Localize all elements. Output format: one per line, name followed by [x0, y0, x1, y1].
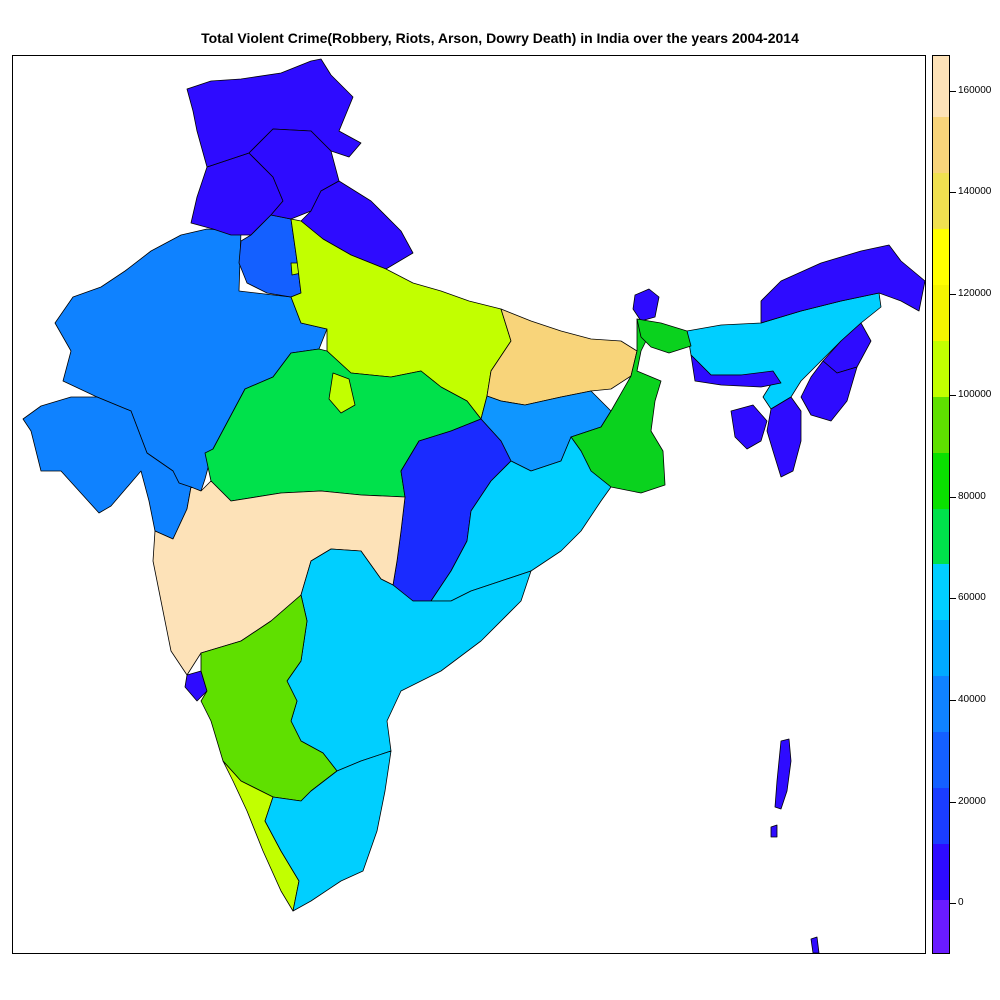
legend-band	[933, 899, 949, 953]
legend-band	[933, 563, 949, 621]
state-west-bengal-north	[636, 318, 692, 354]
state-arunachal	[760, 244, 925, 324]
legend-tick-label: 0	[958, 897, 964, 909]
state-karnataka	[200, 594, 338, 802]
state-sikkim	[632, 288, 660, 322]
state-nicobar	[810, 936, 820, 953]
legend-band	[933, 116, 949, 174]
region-patch	[328, 372, 356, 414]
legend-tick-label: 60000	[958, 592, 986, 604]
legend-tick-label: 100000	[958, 389, 992, 401]
india-map	[22, 58, 925, 953]
legend-tick	[950, 903, 956, 905]
state-odisha	[430, 436, 612, 602]
state-andaman	[774, 738, 792, 810]
state-jammu-kashmir	[186, 58, 362, 168]
legend-band	[933, 396, 949, 453]
state-gujarat	[22, 396, 192, 540]
state-tripura	[730, 404, 768, 450]
state-manipur	[800, 360, 858, 422]
legend-tick-label: 120000	[958, 287, 992, 299]
map-title: Total Violent Crime(Robbery, Riots, Arso…	[201, 30, 799, 46]
legend-tick	[950, 395, 956, 397]
legend-tick	[950, 293, 956, 295]
state-mizoram	[766, 396, 802, 478]
legend-band	[933, 508, 949, 565]
legend-tick-label: 40000	[958, 694, 986, 706]
legend-band	[933, 340, 949, 397]
state-bihar	[486, 308, 638, 406]
legend-tick	[950, 90, 956, 92]
legend-tick	[950, 801, 956, 803]
legend-band	[933, 284, 949, 341]
state-goa	[184, 670, 208, 702]
state-andaman-south	[770, 824, 778, 838]
state-meghalaya	[690, 354, 782, 388]
legend-band	[933, 172, 949, 230]
legend-band	[933, 787, 949, 844]
legend-tick	[950, 496, 956, 498]
legend-band	[933, 228, 949, 286]
legend-band	[933, 843, 949, 900]
legend-band	[933, 452, 949, 509]
legend-tick	[950, 700, 956, 702]
legend-tick	[950, 192, 956, 194]
state-tamil-nadu	[264, 750, 392, 912]
legend-tick-label: 140000	[958, 186, 992, 198]
map-panel	[12, 55, 926, 954]
state-west-bengal	[570, 318, 666, 494]
legend-band	[933, 731, 949, 788]
legend-tick-label: 160000	[958, 84, 992, 96]
legend-tick	[950, 598, 956, 600]
legend-band	[933, 675, 949, 732]
legend-band	[933, 56, 949, 118]
legend-band	[933, 619, 949, 677]
legend-tick-label: 80000	[958, 490, 986, 502]
legend-colorbar	[932, 55, 950, 954]
legend-tick-label: 20000	[958, 795, 986, 807]
